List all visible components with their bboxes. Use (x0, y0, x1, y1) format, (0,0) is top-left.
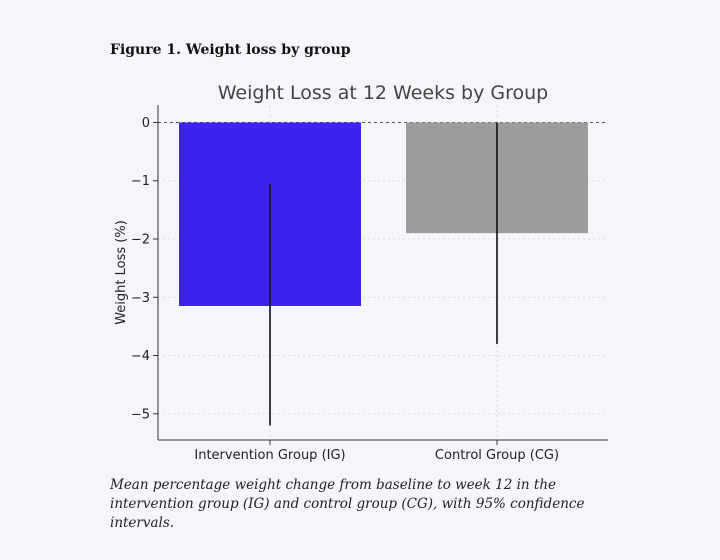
figure-label: Figure 1. Weight loss by group (110, 42, 351, 58)
x-tick-label: Intervention Group (IG) (194, 448, 345, 463)
y-tick-label: −3 (131, 291, 150, 306)
error-bars (269, 122, 498, 426)
figure-caption: Mean percentage weight change from basel… (110, 477, 585, 531)
y-tick-label: −5 (131, 407, 150, 422)
x-tick-label: Control Group (CG) (435, 448, 559, 463)
axes (157, 105, 608, 441)
chart-title: Weight Loss at 12 Weeks by Group (218, 82, 548, 104)
tick-labels: 0 −1 −2 −3 −4 −5 Intervention Group (IG) Contro… (131, 116, 559, 463)
y-tick-label: −2 (131, 233, 150, 248)
y-tick-label: −4 (131, 349, 150, 364)
y-tick-label: 0 (142, 116, 150, 131)
bar-chart: Weight Loss at 12 Weeks by Group 0 −1 −2 −3… (114, 82, 608, 463)
y-tick-label: −1 (131, 174, 150, 189)
y-axis-label: Weight Loss (%) (114, 220, 129, 325)
bars (179, 122, 588, 306)
